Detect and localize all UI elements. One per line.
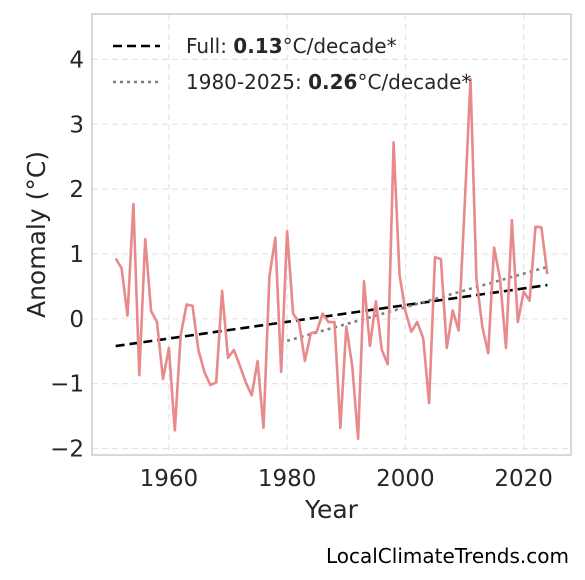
x-tick-label: 1980 (258, 466, 317, 492)
x-tick-label: 1960 (140, 466, 199, 492)
anomaly-series-line (114, 77, 549, 441)
legend-label-value: 0.13 (233, 34, 282, 58)
legend-label-suffix: °C/decade* (357, 70, 471, 94)
trend-lines (115, 265, 548, 348)
y-tick-label: 1 (69, 242, 84, 268)
y-tick-label: 3 (69, 112, 84, 138)
y-tick-label: 2 (69, 177, 84, 203)
recent-trend-line (286, 265, 548, 343)
x-axis-label: Year (304, 495, 359, 524)
y-tick-label: −2 (50, 437, 84, 463)
y-axis-label: Anomaly (°C) (22, 151, 51, 318)
y-tick-label: −1 (50, 372, 84, 398)
legend: Full: 0.13°C/decade* 1980-2025: 0.26°C/d… (113, 34, 471, 94)
legend-entry-recent-trend: 1980-2025: 0.26°C/decade* (186, 70, 471, 94)
x-tick-label: 2020 (494, 466, 553, 492)
plot-frame (91, 13, 572, 456)
data-series (114, 77, 549, 441)
legend-label-value: 0.26 (308, 70, 357, 94)
legend-label-prefix: Full: (186, 34, 233, 58)
x-tick-label: 2000 (376, 466, 435, 492)
y-tick-label: 4 (69, 47, 84, 73)
tick-labels: 1960 1980 2000 2020 −2 −1 0 1 2 3 4 (50, 47, 553, 492)
legend-label-prefix: 1980-2025: (186, 70, 308, 94)
legend-entry-full-trend: Full: 0.13°C/decade* (186, 34, 397, 58)
full-trend-line (115, 283, 548, 348)
y-tick-label: 0 (69, 307, 84, 333)
watermark: LocalClimateTrends.com (325, 544, 569, 568)
legend-label-suffix: °C/decade* (283, 34, 397, 58)
